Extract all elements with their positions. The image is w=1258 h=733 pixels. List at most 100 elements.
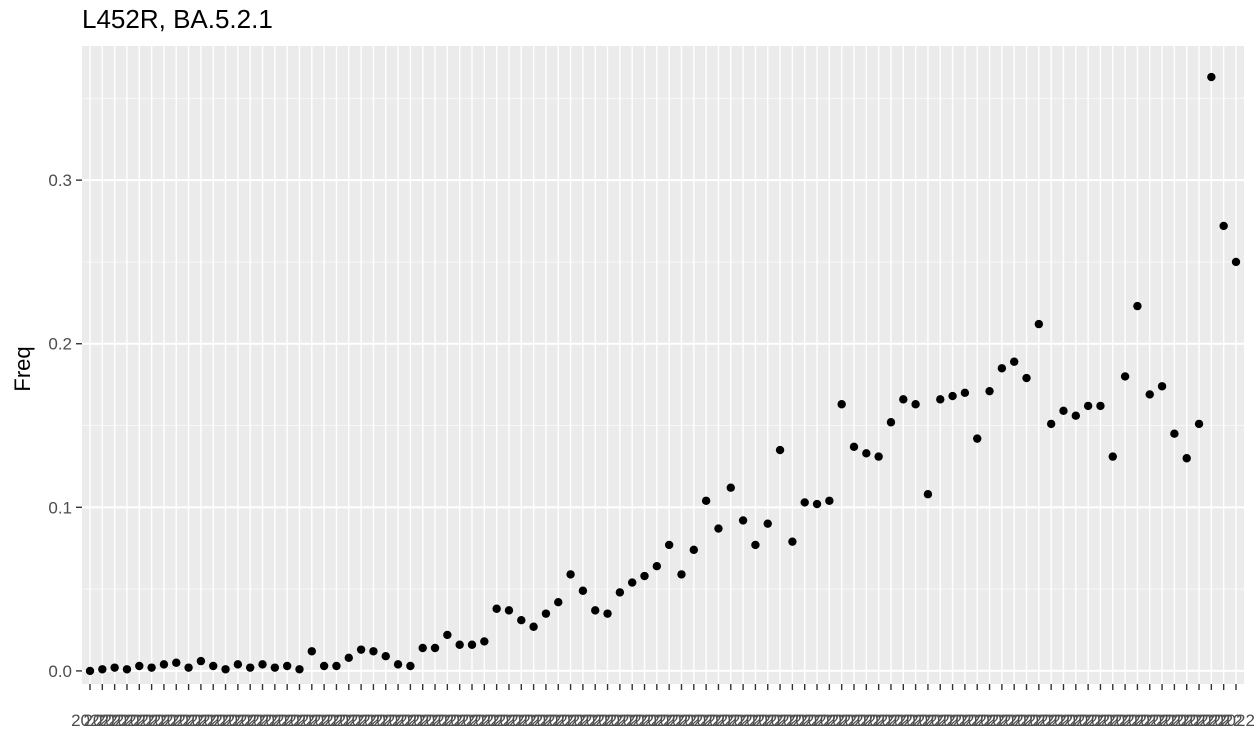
x-tick-label: 2022 bbox=[342, 711, 380, 730]
data-point bbox=[110, 663, 119, 672]
data-point bbox=[282, 661, 292, 671]
data-point bbox=[763, 519, 772, 528]
data-point bbox=[1046, 419, 1056, 429]
data-point bbox=[1096, 401, 1105, 411]
x-tick-label: 2022 bbox=[638, 711, 676, 730]
data-point bbox=[689, 545, 699, 555]
x-tick-label: 2022 bbox=[872, 711, 910, 730]
data-point bbox=[825, 496, 834, 505]
data-point bbox=[122, 665, 132, 674]
x-tick-label: 2022 bbox=[749, 711, 787, 730]
x-tick-label: 2022 bbox=[1205, 711, 1243, 730]
x-tick-label: 2022 bbox=[231, 711, 269, 730]
data-points bbox=[85, 72, 1241, 676]
data-point bbox=[1170, 429, 1179, 438]
data-point bbox=[196, 656, 206, 666]
data-point bbox=[159, 660, 169, 669]
x-tick-label: 2022 bbox=[157, 711, 195, 730]
x-tick-label: 2022 bbox=[971, 711, 1009, 730]
x-tick-label: 2022 bbox=[133, 711, 171, 730]
x-tick-label: 2022 bbox=[502, 711, 540, 730]
data-point bbox=[1219, 221, 1228, 231]
data-point bbox=[480, 637, 489, 646]
x-tick-label: 2022 bbox=[490, 711, 528, 730]
data-point bbox=[997, 364, 1007, 373]
data-point bbox=[467, 640, 477, 649]
data-point bbox=[849, 442, 859, 451]
data-point bbox=[627, 578, 637, 587]
x-tick-label: 2022 bbox=[379, 711, 417, 730]
x-tick-label: 2022 bbox=[663, 711, 701, 730]
data-point bbox=[677, 570, 686, 579]
x-tick-label: 2022 bbox=[737, 711, 775, 730]
data-point bbox=[923, 490, 933, 499]
x-tick-label: 2022 bbox=[823, 711, 861, 730]
x-tick-label: 2022 bbox=[564, 711, 602, 730]
data-point bbox=[147, 663, 156, 672]
data-point bbox=[591, 606, 600, 615]
data-point bbox=[1071, 411, 1081, 420]
data-point bbox=[800, 498, 809, 507]
x-tick-label: 2022 bbox=[835, 711, 873, 730]
x-tick-label: 2022 bbox=[194, 711, 232, 730]
data-point bbox=[554, 598, 563, 607]
data-point bbox=[911, 400, 920, 409]
x-tick-label: 2022 bbox=[798, 711, 836, 730]
data-point bbox=[1022, 373, 1031, 383]
data-point bbox=[1009, 357, 1019, 366]
x-tick-label: 2022 bbox=[256, 711, 294, 730]
x-tick-label: 2022 bbox=[108, 711, 146, 730]
plot-panel bbox=[82, 46, 1244, 684]
x-tick-label: 2022 bbox=[367, 711, 405, 730]
y-tick-label: 0.3 bbox=[48, 171, 72, 190]
x-tick-label: 2022 bbox=[1057, 711, 1095, 730]
data-point bbox=[517, 616, 526, 625]
data-point bbox=[85, 666, 95, 676]
x-tick-label: 2022 bbox=[675, 711, 713, 730]
data-point bbox=[1059, 406, 1068, 416]
data-point bbox=[393, 660, 403, 669]
data-point bbox=[319, 661, 329, 671]
x-tick-label: 2022 bbox=[773, 711, 811, 730]
y-axis-label: Freq bbox=[10, 346, 35, 391]
data-point bbox=[172, 658, 181, 667]
data-point bbox=[566, 570, 575, 579]
data-point bbox=[430, 643, 440, 653]
x-tick-label: 2022 bbox=[404, 711, 442, 730]
data-point bbox=[381, 651, 390, 661]
data-point bbox=[664, 540, 674, 550]
data-point bbox=[1194, 419, 1204, 429]
x-tick-label: 2022 bbox=[527, 711, 565, 730]
x-tick-label: 2022 bbox=[884, 711, 922, 730]
data-point bbox=[812, 499, 822, 509]
data-point bbox=[948, 391, 957, 401]
x-tick-label: 2022 bbox=[860, 711, 898, 730]
x-tick-label: 2022 bbox=[293, 711, 331, 730]
x-tick-label: 2022 bbox=[539, 711, 577, 730]
y-tick-label: 0.0 bbox=[48, 662, 72, 681]
data-point bbox=[862, 449, 871, 458]
data-point bbox=[135, 661, 144, 671]
x-tick-label: 2022 bbox=[1106, 711, 1144, 730]
x-tick-label: 2022 bbox=[391, 711, 429, 730]
y-tick-label: 0.2 bbox=[48, 335, 72, 354]
x-tick-label: 2022 bbox=[626, 711, 664, 730]
data-point bbox=[295, 665, 304, 674]
data-point bbox=[221, 665, 230, 674]
x-tick-label: 2022 bbox=[244, 711, 282, 730]
x-tick-label: 2022 bbox=[441, 711, 479, 730]
x-tick-label: 2022 bbox=[909, 711, 947, 730]
data-point bbox=[1120, 372, 1130, 381]
data-point bbox=[1108, 452, 1117, 461]
x-tick-label: 2022 bbox=[1008, 711, 1046, 730]
x-tick-label: 2022 bbox=[1131, 711, 1169, 730]
data-point bbox=[1157, 382, 1167, 391]
data-point bbox=[615, 588, 625, 597]
x-tick-label: 2022 bbox=[428, 711, 466, 730]
data-point bbox=[406, 661, 415, 671]
x-tick-label: 2022 bbox=[786, 711, 824, 730]
data-point bbox=[541, 609, 551, 618]
data-point bbox=[1207, 72, 1216, 82]
data-point bbox=[973, 434, 982, 443]
